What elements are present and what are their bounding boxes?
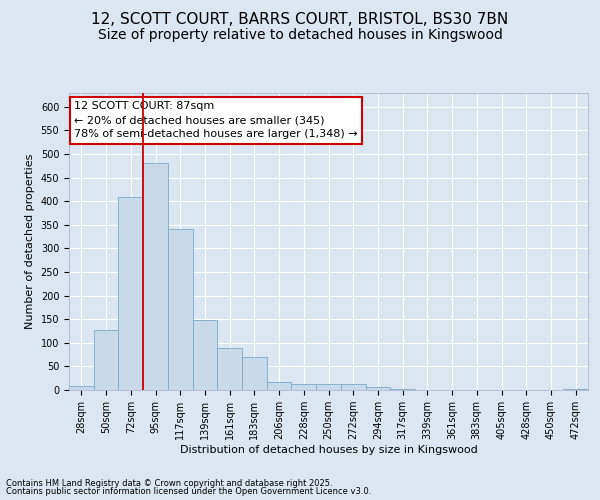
Bar <box>292 384 316 390</box>
Bar <box>143 163 168 390</box>
Bar <box>267 382 292 390</box>
Y-axis label: Number of detached properties: Number of detached properties <box>25 154 35 329</box>
Bar <box>242 357 267 390</box>
Text: Contains HM Land Registry data © Crown copyright and database right 2025.: Contains HM Land Registry data © Crown c… <box>6 478 332 488</box>
Bar <box>94 330 118 390</box>
Bar <box>563 388 588 390</box>
Bar <box>365 386 390 390</box>
Bar <box>118 197 143 390</box>
Bar <box>390 388 415 390</box>
Bar <box>168 228 193 390</box>
Bar <box>193 320 217 390</box>
Text: Size of property relative to detached houses in Kingswood: Size of property relative to detached ho… <box>98 28 502 42</box>
Text: 12, SCOTT COURT, BARRS COURT, BRISTOL, BS30 7BN: 12, SCOTT COURT, BARRS COURT, BRISTOL, B… <box>91 12 509 28</box>
Text: 12 SCOTT COURT: 87sqm
← 20% of detached houses are smaller (345)
78% of semi-det: 12 SCOTT COURT: 87sqm ← 20% of detached … <box>74 102 358 140</box>
Bar <box>316 384 341 390</box>
X-axis label: Distribution of detached houses by size in Kingswood: Distribution of detached houses by size … <box>179 445 478 455</box>
Bar <box>217 348 242 390</box>
Bar <box>69 386 94 390</box>
Bar <box>341 384 365 390</box>
Text: Contains public sector information licensed under the Open Government Licence v3: Contains public sector information licen… <box>6 487 371 496</box>
